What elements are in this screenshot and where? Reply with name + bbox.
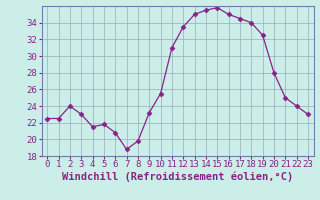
X-axis label: Windchill (Refroidissement éolien,°C): Windchill (Refroidissement éolien,°C) [62,172,293,182]
